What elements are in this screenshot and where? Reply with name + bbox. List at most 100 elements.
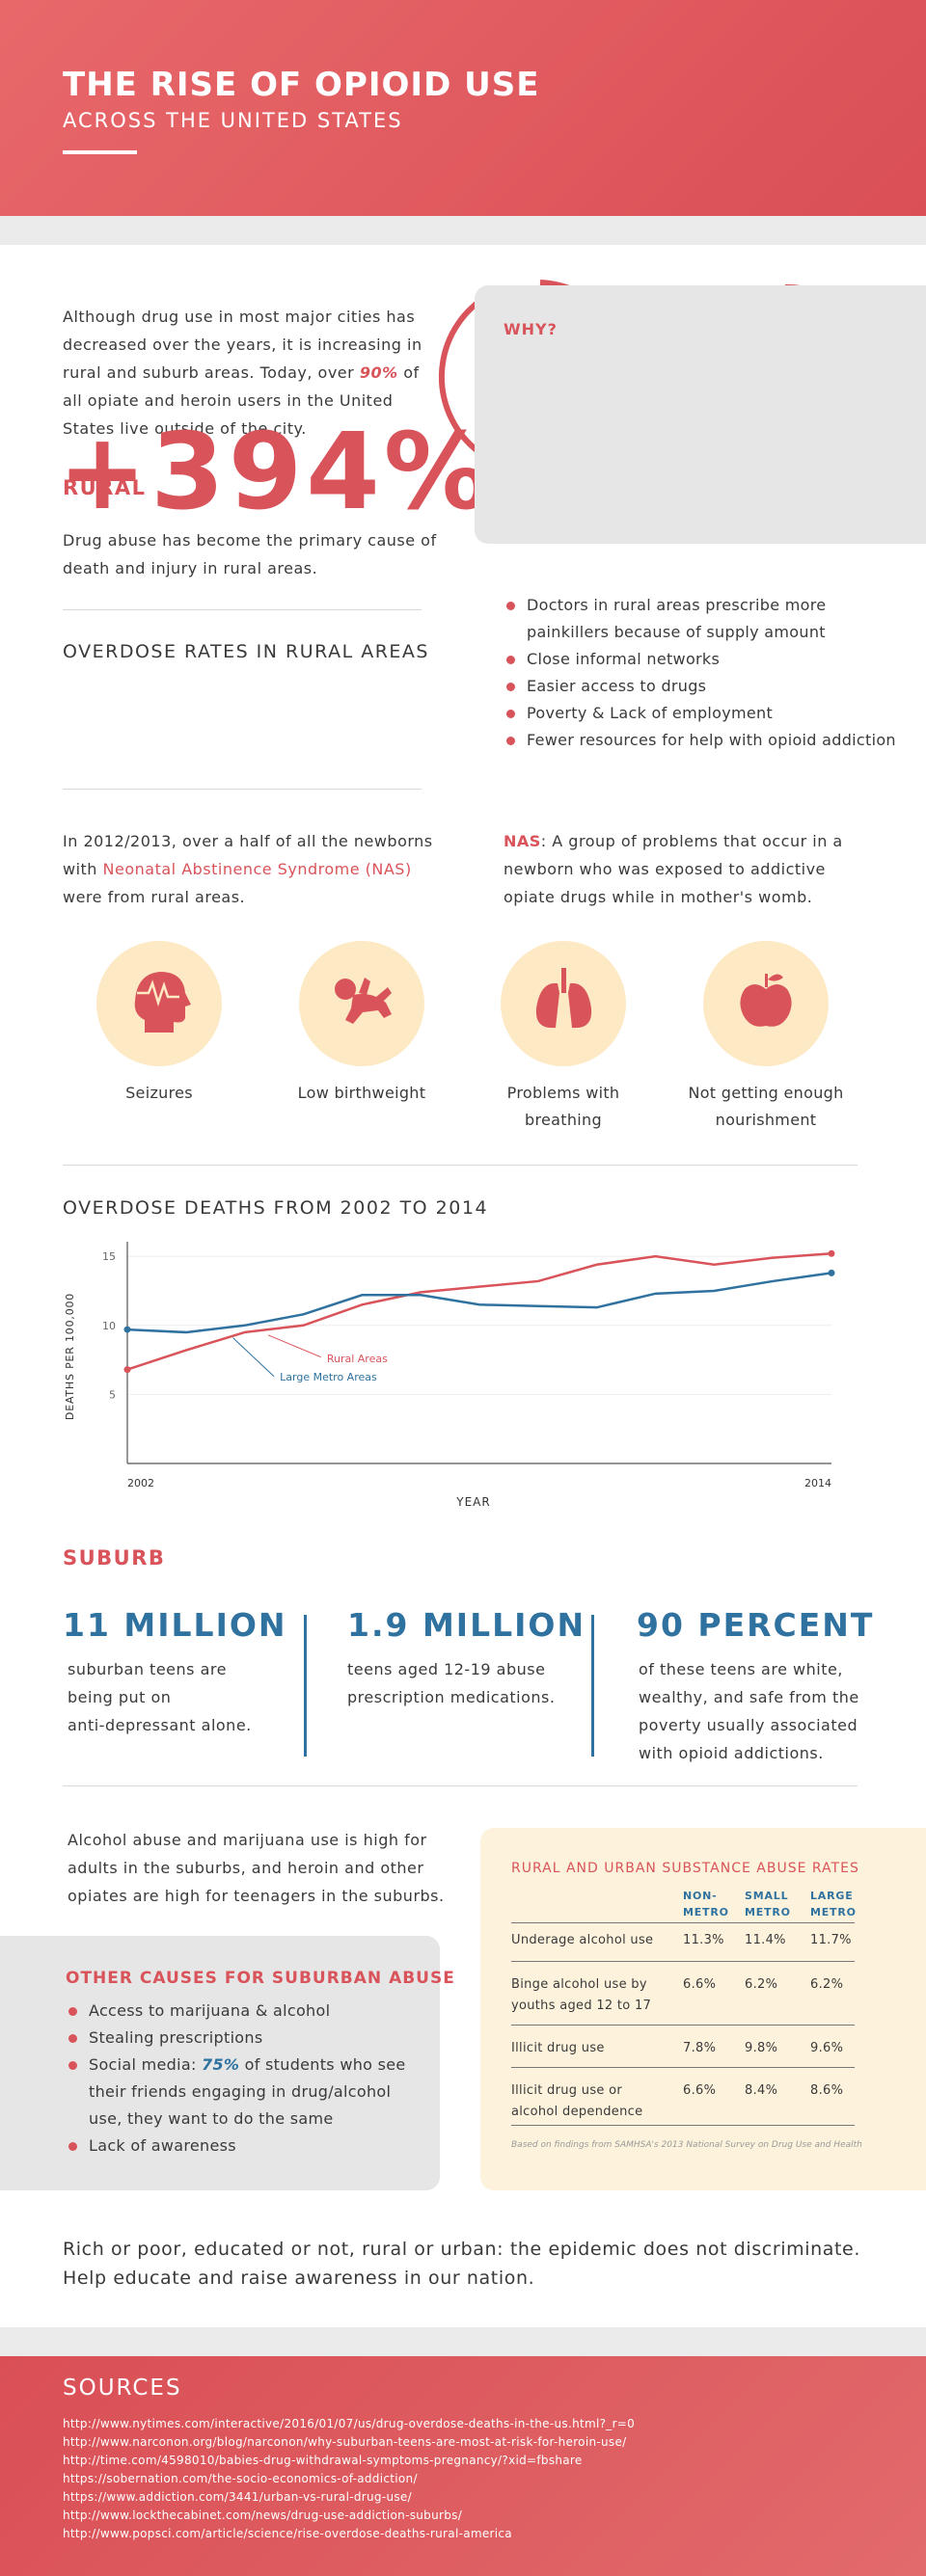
stat-description: suburban teens are being put on anti-dep…: [68, 1655, 309, 1739]
divider: [63, 1165, 858, 1166]
source-link[interactable]: http://www.nytimes.com/interactive/2016/…: [63, 2417, 636, 2430]
abuse-rates-box: [480, 1828, 926, 2190]
series-label-large-metro: Large Metro Areas: [280, 1371, 377, 1383]
y-tick-label: 5: [109, 1388, 116, 1401]
y-tick-label: 10: [102, 1320, 116, 1332]
why-item: Doctors in rural areas prescribe more: [504, 592, 896, 619]
other-cause-text: Stealing prescriptions: [89, 2028, 263, 2047]
nas-def-line: NAS: A group of problems that occur in a: [504, 827, 870, 855]
series-endpoint: [828, 1249, 835, 1257]
series-label-leader: [232, 1337, 275, 1378]
other-cause-text: of students who see: [239, 2055, 406, 2074]
column-header-line: METRO: [810, 1906, 857, 1919]
table-rule: [511, 2067, 855, 2068]
intro-text: of: [397, 363, 420, 382]
closing-statement: Rich or poor, educated or not, rural or …: [63, 2235, 860, 2293]
table-cell: 8.4%: [745, 2083, 778, 2098]
symptom-circle: [501, 941, 626, 1066]
table-rule: [511, 1922, 855, 1923]
source-link[interactable]: http://www.popsci.com/article/science/ri…: [63, 2527, 512, 2540]
y-axis-label: DEATHS PER 100,000: [64, 1293, 76, 1420]
intro-percent: 90%: [359, 363, 398, 382]
column-header: SMALL METRO: [745, 1888, 791, 1920]
other-cause-item: Social media: 75% of students who see: [66, 2052, 406, 2079]
why-box: [475, 285, 926, 544]
why-list: Doctors in rural areas prescribe more pa…: [504, 592, 896, 754]
symptom-label-line: Problems with: [506, 1084, 620, 1102]
why-item: Poverty & Lack of employment: [504, 700, 896, 727]
column-header: LARGE METRO: [810, 1888, 857, 1920]
title-underline: [63, 150, 137, 154]
other-cause-item: Lack of awareness: [66, 2133, 406, 2160]
series-endpoint: [828, 1269, 835, 1276]
table-row-label-line: Illicit drug use: [511, 2041, 605, 2055]
suburb-line: Alcohol abuse and marijuana use is high …: [68, 1831, 427, 1849]
table-footnote: Based on findings from SAMHSA's 2013 Nat…: [511, 2140, 862, 2150]
column-header-line: SMALL: [745, 1890, 789, 1902]
stat-value: 90 PERCENT: [637, 1606, 875, 1644]
intro-line: States live outside of the city.: [63, 419, 307, 438]
stat-line: prescription medications.: [347, 1688, 556, 1706]
table-row-label: Illicit drug use: [511, 2038, 675, 2059]
symptom-label-line: Low birthweight: [297, 1084, 426, 1102]
stat-line: poverty usually associated: [639, 1716, 858, 1734]
table-row-label: Illicit drug use or alcohol dependence: [511, 2080, 675, 2123]
other-cause-percent: 75%: [202, 2055, 240, 2074]
stat-line: of these teens are white,: [639, 1660, 843, 1678]
stat-line: anti-depressant alone.: [68, 1716, 252, 1734]
other-causes-title: OTHER CAUSES FOR SUBURBAN ABUSE: [66, 1969, 455, 1988]
why-item: Fewer resources for help with opioid add…: [504, 727, 896, 754]
table-cell: 11.3%: [683, 1933, 724, 1947]
column-header-line: METRO: [745, 1906, 791, 1919]
series-label-rural: Rural Areas: [327, 1353, 388, 1365]
nas-line: In 2012/2013, over a half of all the new…: [63, 832, 433, 850]
suburb-paragraph: Alcohol abuse and marijuana use is high …: [68, 1826, 453, 1910]
table-cell: 6.2%: [745, 1977, 778, 1992]
stat-line: teens aged 12-19 abuse: [347, 1660, 546, 1678]
why-item: Close informal networks: [504, 646, 896, 673]
nas-term-link[interactable]: Neonatal Abstinence Syndrome (NAS): [102, 860, 412, 878]
source-link[interactable]: http://www.lockthecabinet.com/news/drug-…: [63, 2509, 463, 2522]
source-link[interactable]: http://time.com/4598010/babies-drug-with…: [63, 2454, 583, 2467]
table-row-label-line: youths aged 12 to 17: [511, 1999, 652, 2013]
other-cause-item: Stealing prescriptions: [66, 2025, 406, 2052]
source-link[interactable]: https://www.addiction.com/3441/urban-vs-…: [63, 2490, 412, 2504]
other-causes-list: Access to marijuana & alcohol Stealing p…: [66, 1998, 406, 2160]
table-row-label-line: Illicit drug use or: [511, 2083, 623, 2098]
table-row-label-line: Binge alcohol use by: [511, 1977, 647, 1992]
column-header-line: METRO: [683, 1906, 729, 1919]
symptom-label-seizures: Seizures: [63, 1080, 256, 1107]
table-cell: 6.6%: [683, 2083, 717, 2098]
table-rule: [511, 2025, 855, 2026]
abuse-rates-title: RURAL AND URBAN SUBSTANCE ABUSE RATES: [511, 1861, 859, 1876]
rural-heading: RURAL: [63, 476, 147, 499]
x-tick-label: 2002: [127, 1477, 154, 1489]
intro-line: decreased over the years, it is increasi…: [63, 335, 422, 354]
table-row-label: Underage alcohol use: [511, 1930, 675, 1951]
why-title: WHY?: [504, 320, 558, 338]
column-header: NON- METRO: [683, 1888, 729, 1920]
nas-line: with Neonatal Abstinence Syndrome (NAS): [63, 855, 449, 883]
nas-def-line: opiate drugs while in mother's womb.: [504, 888, 813, 906]
rural-line: death and injury in rural areas.: [63, 559, 318, 577]
stat-description: teens aged 12-19 abuse prescription medi…: [347, 1655, 588, 1711]
divider: [63, 789, 422, 790]
closing-line: Help educate and raise awareness in our …: [63, 2267, 535, 2289]
source-link[interactable]: http://www.narconon.org/blog/narconon/wh…: [63, 2435, 627, 2449]
divider: [63, 1785, 858, 1786]
why-item-continued: painkillers because of supply amount: [527, 623, 826, 641]
why-item: Easier access to drugs: [504, 673, 896, 700]
page-subtitle: ACROSS THE UNITED STATES: [63, 109, 403, 132]
stat-line: wealthy, and safe from the: [639, 1688, 859, 1706]
other-cause-text: Lack of awareness: [89, 2136, 236, 2155]
symptom-label-line: nourishment: [715, 1111, 817, 1129]
table-cell: 9.8%: [745, 2041, 778, 2055]
source-link[interactable]: https://sobernation.com/the-socio-econom…: [63, 2472, 418, 2485]
stat-divider: [304, 1615, 307, 1757]
table-row-label: Binge alcohol use by youths aged 12 to 17: [511, 1974, 675, 2017]
x-tick-label: 2014: [804, 1477, 831, 1489]
series-endpoint: [123, 1326, 131, 1333]
intro-line: all opiate and heroin users in the Unite…: [63, 391, 394, 410]
